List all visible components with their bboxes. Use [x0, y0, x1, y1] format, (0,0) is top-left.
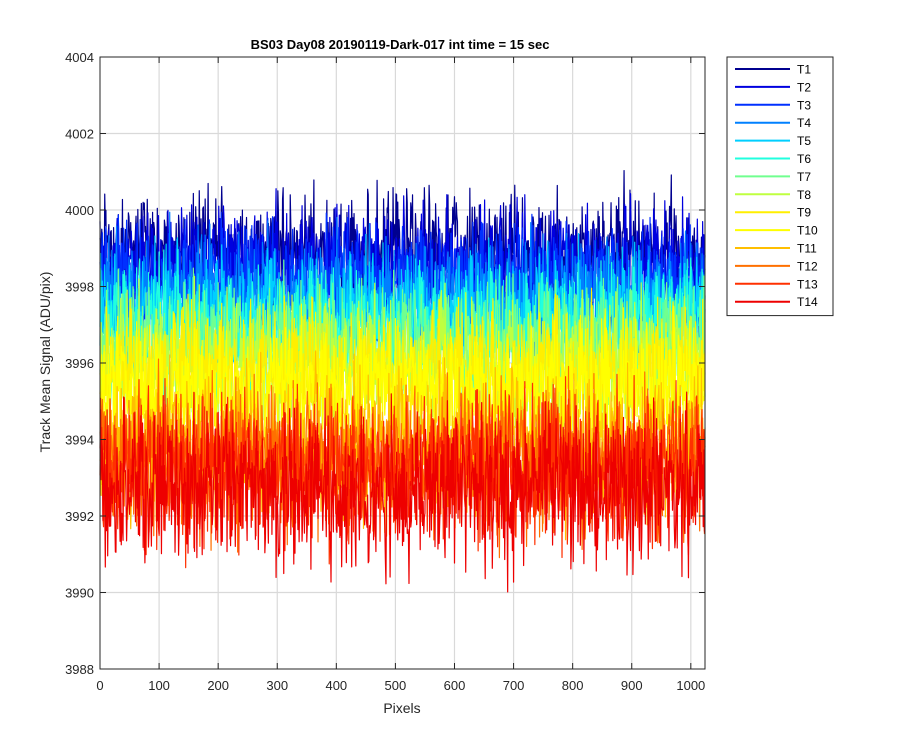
y-tick-label: 3998	[65, 280, 94, 295]
legend-label-t3: T3	[797, 98, 811, 112]
x-tick-label: 100	[148, 678, 170, 693]
legend-label-t11: T11	[797, 242, 817, 256]
x-axis-label: Pixels	[383, 700, 420, 716]
x-tick-label: 0	[96, 678, 103, 693]
y-tick-label: 3996	[65, 356, 94, 371]
legend-label-t8: T8	[797, 188, 811, 202]
ticks	[99, 56, 705, 670]
legend-box	[726, 56, 834, 317]
legend-label-t2: T2	[797, 80, 811, 94]
series-line-t14	[99, 391, 706, 593]
series-lines	[99, 169, 706, 593]
y-tick-label: 3994	[65, 433, 94, 448]
chart-title: BS03 Day08 20190119-Dark-017 int time = …	[251, 37, 550, 52]
y-tick-labels: 3988 3990 3992 3994 3996 3998 4000 4002 4004	[65, 50, 94, 677]
legend-label-t13: T13	[797, 277, 818, 291]
legend-label-t6: T6	[797, 152, 811, 166]
x-tick-label: 900	[621, 678, 643, 693]
y-tick-label: 4004	[65, 50, 94, 65]
legend-label-t1: T1	[797, 63, 811, 77]
y-tick-label: 3990	[65, 586, 94, 601]
legend-label-t12: T12	[797, 259, 818, 273]
y-tick-label: 4000	[65, 203, 94, 218]
legend-label-t14: T14	[797, 295, 818, 309]
y-tick-label: 4002	[65, 127, 94, 142]
x-tick-label: 500	[385, 678, 407, 693]
y-tick-label: 3988	[65, 662, 94, 677]
x-tick-label: 300	[266, 678, 288, 693]
x-tick-label: 800	[562, 678, 584, 693]
x-tick-label: 600	[444, 678, 466, 693]
legend-label-t5: T5	[797, 134, 811, 148]
x-tick-labels: 0 100 200 300 400 500 600 700 800 900 1000	[96, 678, 705, 693]
legend-label-t4: T4	[797, 116, 811, 130]
y-tick-label: 3992	[65, 509, 94, 524]
x-tick-label: 200	[207, 678, 229, 693]
x-tick-label: 400	[325, 678, 347, 693]
legend-label-t10: T10	[797, 224, 818, 238]
y-axis-label: Track Mean Signal (ADU/pix)	[37, 272, 53, 453]
legend-label-t7: T7	[797, 170, 811, 184]
x-tick-label: 700	[503, 678, 525, 693]
x-tick-label: 1000	[676, 678, 705, 693]
legend-label-t9: T9	[797, 206, 811, 220]
legend: T1 T2 T3 T4 T5 T6 T7 T8 T9 T10 T11 T12 T13 T14	[726, 56, 834, 317]
